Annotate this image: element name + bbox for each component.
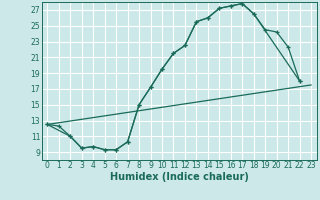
- X-axis label: Humidex (Indice chaleur): Humidex (Indice chaleur): [110, 172, 249, 182]
